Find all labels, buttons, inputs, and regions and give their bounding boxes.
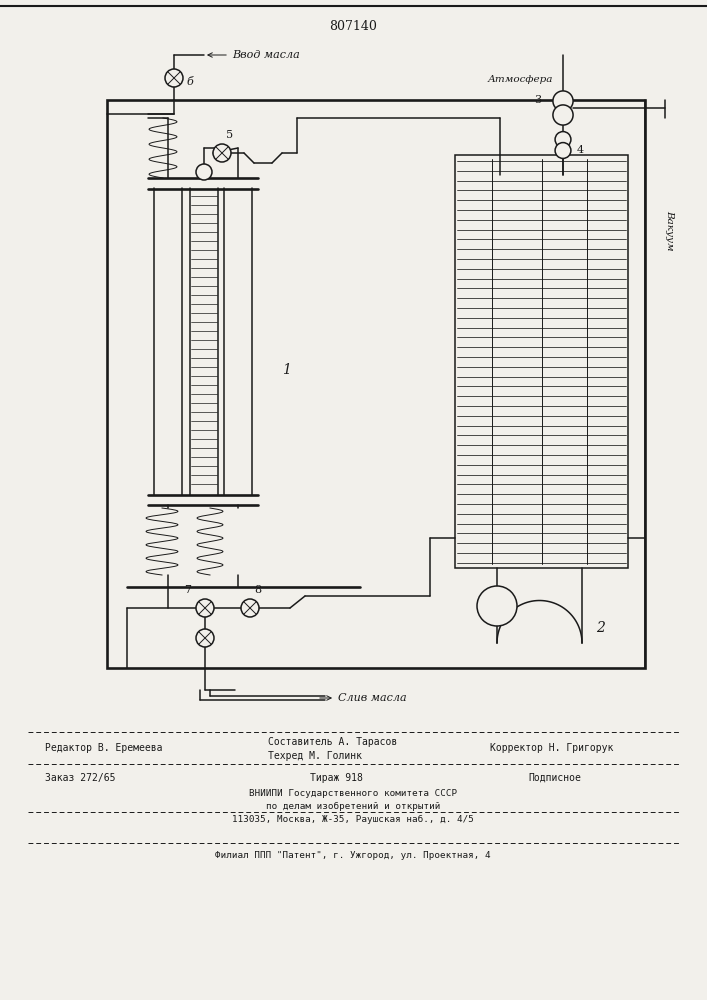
Circle shape xyxy=(553,91,573,111)
Text: Филиал ППП "Патент", г. Ужгород, ул. Проектная, 4: Филиал ППП "Патент", г. Ужгород, ул. Про… xyxy=(215,850,491,859)
Circle shape xyxy=(553,105,573,125)
Text: ВНИИПИ Государственного комитета СССР: ВНИИПИ Государственного комитета СССР xyxy=(249,788,457,798)
Text: Подписное: Подписное xyxy=(528,773,581,783)
Text: Атмосфера: Атмосфера xyxy=(488,76,554,85)
Text: Техред М. Голинк: Техред М. Голинк xyxy=(268,751,362,761)
Text: Тираж 918: Тираж 918 xyxy=(310,773,363,783)
Circle shape xyxy=(241,599,259,617)
Text: б: б xyxy=(186,77,193,87)
Circle shape xyxy=(196,629,214,647)
Text: 5: 5 xyxy=(226,130,233,140)
Text: Редактор В. Еремеева: Редактор В. Еремеева xyxy=(45,743,163,753)
Text: Корректор Н. Григорук: Корректор Н. Григорук xyxy=(490,743,614,753)
Text: Составитель А. Тарасов: Составитель А. Тарасов xyxy=(268,737,397,747)
Text: Заказ 272/65: Заказ 272/65 xyxy=(45,773,115,783)
Bar xyxy=(455,155,628,568)
Circle shape xyxy=(477,586,517,626)
Circle shape xyxy=(196,599,214,617)
Text: 1: 1 xyxy=(282,363,291,377)
Circle shape xyxy=(555,143,571,158)
Circle shape xyxy=(165,69,183,87)
Circle shape xyxy=(555,132,571,147)
Text: 7: 7 xyxy=(184,585,191,595)
Text: по делам изобретений и открытий: по делам изобретений и открытий xyxy=(266,801,440,811)
Text: 2: 2 xyxy=(596,621,605,635)
Text: 3: 3 xyxy=(534,95,541,105)
Bar xyxy=(107,100,645,668)
Text: Ввод масла: Ввод масла xyxy=(232,50,300,60)
Text: 807140: 807140 xyxy=(329,19,377,32)
Text: 8: 8 xyxy=(254,585,261,595)
Text: 4: 4 xyxy=(577,145,584,155)
Text: Слив масла: Слив масла xyxy=(338,693,407,703)
Circle shape xyxy=(196,164,212,180)
Text: Вакуум: Вакуум xyxy=(665,210,674,250)
Circle shape xyxy=(213,144,231,162)
Text: 113035, Москва, Ж-35, Раушская наб., д. 4/5: 113035, Москва, Ж-35, Раушская наб., д. … xyxy=(232,814,474,824)
